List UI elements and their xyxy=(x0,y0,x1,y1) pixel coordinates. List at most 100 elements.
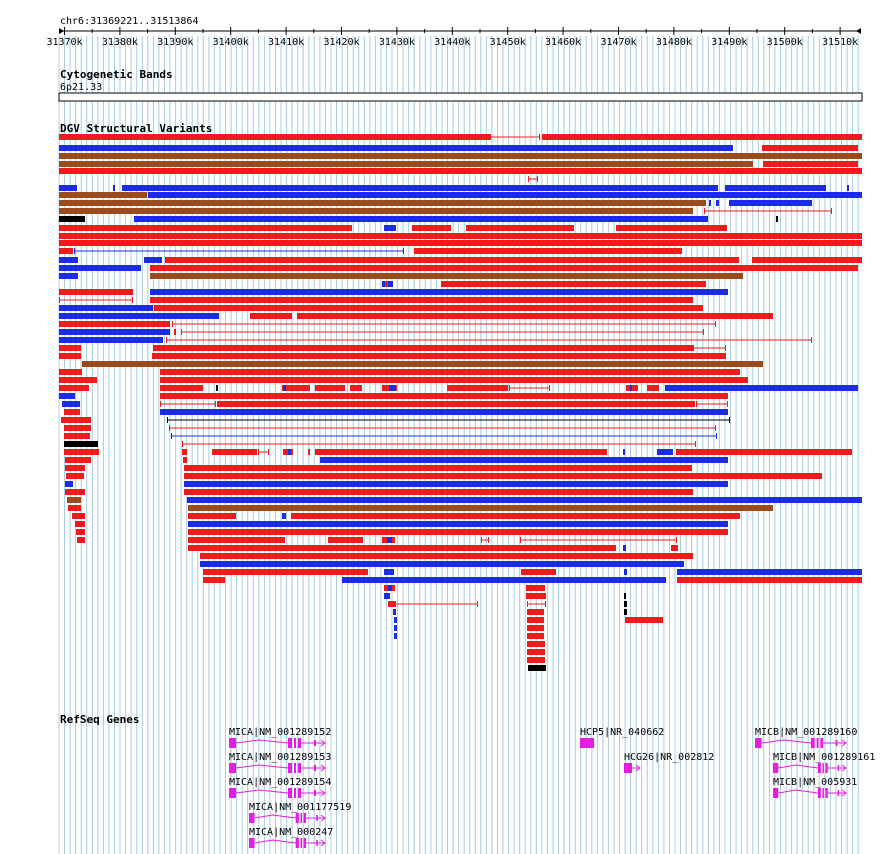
gene-model xyxy=(229,738,326,748)
sv-feature xyxy=(393,609,396,615)
gene-label: HCP5|NR_040662 xyxy=(580,727,664,738)
gene-model xyxy=(249,838,326,848)
gene-hcg26-nr-002812[interactable]: HCG26|NR_002812 xyxy=(624,752,714,773)
ruler-tick-label: 31450k xyxy=(490,37,526,48)
region-label: chr6:31369221..31513864 xyxy=(60,16,198,27)
sv-feature xyxy=(387,537,392,543)
sv-feature xyxy=(466,225,574,231)
sv-feature xyxy=(188,529,728,535)
sv-feature xyxy=(763,161,858,167)
gene-exon xyxy=(298,738,301,748)
sv-feature xyxy=(188,545,616,551)
sv-feature xyxy=(776,216,778,222)
sv-feature xyxy=(59,289,133,295)
sv-feature xyxy=(291,513,740,519)
sv-feature xyxy=(716,200,719,206)
sv-feature xyxy=(59,153,862,159)
sv-feature xyxy=(59,377,97,383)
gene-exon xyxy=(314,740,316,746)
sv-feature xyxy=(188,505,773,511)
sv-feature xyxy=(200,561,684,567)
gene-micb-nm-001289160[interactable]: MICB|NM_001289160 xyxy=(755,727,857,748)
sv-feature xyxy=(59,216,85,222)
sv-feature xyxy=(64,449,99,455)
sv-feature xyxy=(647,385,659,391)
ruler-tick-label: 31480k xyxy=(656,37,692,48)
ruler-tick-label: 31400k xyxy=(213,37,249,48)
sv-feature xyxy=(152,353,726,359)
sv-feature xyxy=(625,617,663,623)
gene-mica-nm-001289152[interactable]: MICA|NM_001289152 xyxy=(229,727,331,748)
sv-feature xyxy=(59,305,153,311)
sv-feature xyxy=(82,361,763,367)
sv-feature xyxy=(59,192,147,198)
ruler-right-arrow-icon xyxy=(856,28,861,34)
gene-exon xyxy=(837,765,840,771)
gene-mica-nm-001177519[interactable]: MICA|NM_001177519 xyxy=(249,802,351,823)
sv-feature xyxy=(59,257,78,263)
gene-exon xyxy=(295,813,299,823)
gene-exon xyxy=(825,788,828,798)
sv-feature xyxy=(66,473,84,479)
sv-feature xyxy=(160,369,740,375)
gene-exon xyxy=(810,738,815,748)
sv-feature xyxy=(77,537,85,543)
sv-feature xyxy=(752,257,862,263)
sv-feature xyxy=(59,353,81,359)
ruler-tick-label: 31420k xyxy=(323,37,359,48)
dgv-track[interactable]: DGV Structural Variants xyxy=(59,122,862,671)
gene-exon xyxy=(229,788,236,798)
gene-exon xyxy=(303,838,307,848)
sv-feature xyxy=(527,617,544,623)
sv-feature xyxy=(328,537,363,543)
gene-intron xyxy=(235,739,289,744)
sv-feature xyxy=(388,601,395,607)
sv-feature xyxy=(59,134,490,140)
sv-feature xyxy=(762,145,858,151)
sv-feature xyxy=(113,185,115,191)
sv-feature xyxy=(59,313,219,319)
gene-mica-nm-001289154[interactable]: MICA|NM_001289154 xyxy=(229,777,331,798)
gene-label: MICA|NM_001289154 xyxy=(229,777,331,788)
sv-feature xyxy=(59,345,81,351)
position-ruler[interactable]: chr6:31369221..31513864 31370k 31380k 3139… xyxy=(46,16,861,48)
sv-feature xyxy=(212,449,257,455)
sv-feature xyxy=(394,633,397,639)
cytoband-track-title: Cytogenetic Bands xyxy=(60,68,173,81)
strand-arrow-icon xyxy=(841,739,847,747)
gene-intron xyxy=(254,839,296,844)
sv-feature xyxy=(283,385,286,391)
refseq-track-title: RefSeq Genes xyxy=(60,713,139,726)
gene-mica-nm-000247[interactable]: MICA|NM_000247 xyxy=(249,827,333,848)
gene-exon xyxy=(773,788,779,798)
refseq-track[interactable]: RefSeq Genes MICA|NM_001289152 MICA|NM_0… xyxy=(60,713,875,848)
gene-mica-nm-001289153[interactable]: MICA|NM_001289153 xyxy=(229,752,331,773)
dgv-features[interactable] xyxy=(59,134,862,671)
gene-micb-nm-001289161[interactable]: MICB|NM_001289161 xyxy=(773,752,875,773)
sv-feature xyxy=(527,657,545,663)
sv-feature xyxy=(65,457,91,463)
gene-intron xyxy=(778,789,818,794)
sv-feature xyxy=(441,281,706,287)
sv-feature xyxy=(59,265,141,271)
sv-feature xyxy=(188,513,236,519)
dgv-track-title: DGV Structural Variants xyxy=(60,122,212,135)
gene-label: MICB|NM_005931 xyxy=(773,777,857,788)
sv-feature xyxy=(709,200,711,206)
sv-feature xyxy=(187,497,862,503)
sv-feature xyxy=(542,134,862,140)
gene-label: MICA|NM_000247 xyxy=(249,827,333,838)
sv-feature xyxy=(160,377,748,383)
sv-feature xyxy=(297,313,773,319)
gene-hcp5-nr-040662[interactable]: HCP5|NR_040662 xyxy=(580,727,664,748)
sv-feature xyxy=(150,265,858,271)
gene-micb-nm-005931[interactable]: MICB|NM_005931 xyxy=(773,777,857,798)
gene-exon xyxy=(837,790,840,796)
cytoband-track[interactable]: Cytogenetic Bands 6p21.33 xyxy=(58,68,863,102)
sv-feature xyxy=(447,385,508,391)
strand-arrow-icon xyxy=(841,764,847,772)
sv-feature xyxy=(217,401,695,407)
sv-feature xyxy=(59,225,352,231)
sv-feature xyxy=(394,625,397,631)
gene-exon xyxy=(300,838,303,848)
